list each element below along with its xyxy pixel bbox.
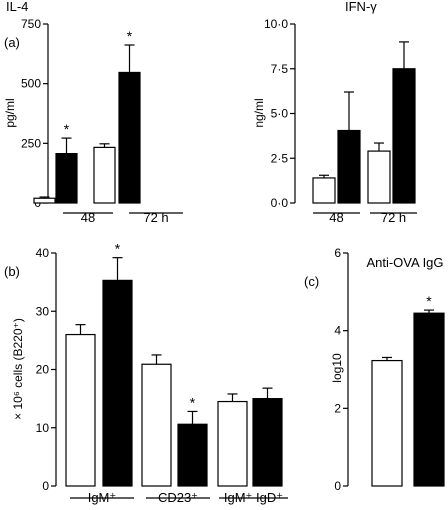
cells-y-tick-label: 0	[42, 479, 49, 493]
ifng-y-tick-label: 0·0	[271, 196, 289, 210]
il4-bar-white	[33, 197, 56, 204]
cells-y-tick-label: 10	[36, 421, 50, 435]
ova-significance-star: *	[426, 293, 432, 309]
il4-title: IL-4	[6, 0, 28, 14]
ifng-y-tick-label: 5·0	[271, 107, 289, 121]
ifng-bar-black	[392, 68, 416, 204]
ifng-bar-white	[312, 177, 336, 204]
cells-y-tick-label: 40	[36, 246, 50, 260]
il4-y-axis-label: pg/ml	[3, 98, 17, 127]
il4-panel-label: (a)	[4, 35, 20, 50]
ova-y-tick-label: 2	[334, 401, 341, 415]
il4-y-tick-label: 750	[21, 17, 41, 31]
il4-group-label: 72 h	[143, 210, 168, 225]
ifng-bar-white	[367, 150, 391, 204]
ifng-bar-black	[337, 129, 361, 204]
il4-significance-star: *	[127, 28, 133, 44]
ova-y-tick-label: 6	[334, 246, 341, 260]
ova-y-tick-label: 0	[334, 479, 341, 493]
ifng-y-tick-label: 2·5	[271, 151, 289, 165]
il4-significance-star: *	[64, 121, 70, 137]
ova-bar-black	[413, 312, 445, 487]
il4-group-label: 48	[81, 210, 95, 225]
il4-bar-white	[93, 146, 116, 204]
il4-y-tick-label: 500	[21, 77, 41, 91]
cells-bar-white	[141, 363, 172, 487]
ova-y-tick-label: 4	[334, 324, 341, 338]
cells-bar-white	[65, 333, 96, 487]
cells-significance-star: *	[190, 394, 196, 410]
cells-y-axis-label: × 10⁶ cells (B220⁺)	[11, 318, 25, 420]
cells-bar-black	[252, 398, 283, 487]
ova-title: Anti-OVA IgG	[366, 255, 443, 270]
ifng-title: IFN-γ	[345, 0, 377, 14]
ifng-group-label: 48	[329, 210, 343, 225]
ova-panel-label: (c)	[304, 274, 319, 289]
cells-group-label: CD23⁺	[158, 490, 198, 505]
cells-significance-star: *	[115, 241, 121, 257]
cells-bar-black	[102, 279, 133, 487]
cells-panel-label: (b)	[4, 264, 20, 279]
cells-y-tick-label: 20	[36, 363, 50, 377]
ova-y-axis-label: log10	[330, 353, 344, 383]
cells-y-tick-label: 30	[36, 304, 50, 318]
il4-y-tick-label: 250	[21, 136, 41, 150]
ifng-y-tick-label: 7·5	[271, 62, 289, 76]
cells-group-label: IgM⁺	[88, 490, 117, 505]
cells-bar-black	[177, 423, 208, 487]
ifng-group-label: 72 h	[381, 210, 406, 225]
il4-bar-black	[55, 152, 78, 204]
ova-bar-white	[371, 359, 403, 487]
ifng-y-tick-label: 10·0	[264, 17, 288, 31]
cells-group-label: IgM⁺ IgD⁺	[224, 490, 283, 505]
cells-bar-white	[217, 400, 248, 487]
ifng-y-axis-label: ng/ml	[252, 98, 266, 127]
il4-bar-black	[118, 71, 141, 204]
